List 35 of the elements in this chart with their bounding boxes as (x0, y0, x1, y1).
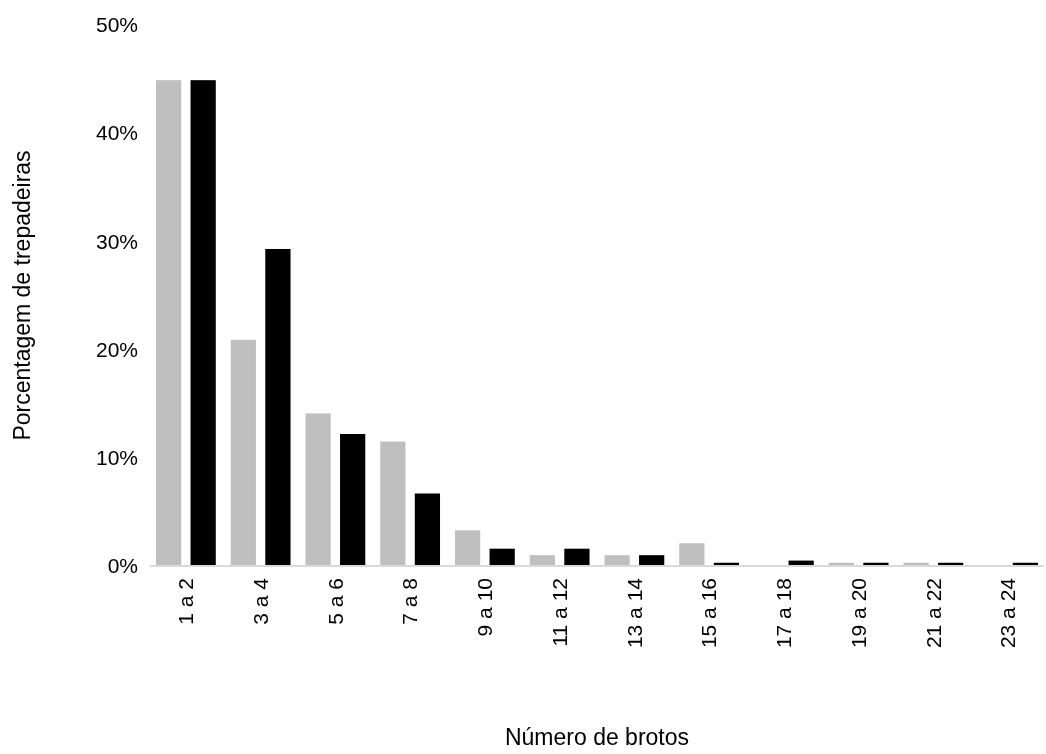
y-tick-label: 50% (95, 13, 138, 37)
bar (305, 413, 331, 566)
y-tick-label: 40% (95, 121, 138, 145)
x-tick-label: 21 a 22 (921, 578, 945, 649)
x-tick-label: 5 a 6 (323, 578, 347, 625)
bar (190, 80, 216, 566)
bar (639, 555, 665, 566)
x-tick-label: 9 a 10 (473, 578, 497, 637)
bar (380, 441, 406, 566)
x-tick-label: 17 a 18 (772, 578, 796, 649)
y-tick-label: 30% (95, 229, 138, 253)
bar (489, 548, 515, 566)
bar (265, 248, 291, 566)
bar (679, 543, 705, 566)
x-axis-title: Número de brotos (504, 724, 690, 750)
bar (564, 548, 590, 566)
x-tick-label: 3 a 4 (248, 577, 272, 625)
bar (414, 493, 441, 566)
x-tick-label: 11 a 12 (547, 578, 571, 647)
y-tick-label: 10% (95, 446, 138, 470)
x-tick-label: 23 a 24 (996, 577, 1020, 649)
x-tick-label: 19 a 20 (846, 578, 870, 649)
y-tick-label: 20% (95, 337, 138, 361)
x-tick-label: 7 a 8 (398, 578, 422, 625)
x-tick-label: 15 a 16 (697, 578, 721, 649)
y-axis-title: Porcentagem de trepadeiras (9, 150, 35, 441)
x-tick-label: 13 a 14 (622, 577, 646, 649)
bar (155, 80, 182, 566)
bar (340, 434, 366, 566)
bar (230, 339, 256, 566)
bar (454, 530, 481, 566)
x-tick-label: 1 a 2 (174, 578, 198, 625)
y-tick-label: 0% (107, 554, 138, 578)
bar (604, 555, 630, 566)
bar (529, 555, 555, 566)
